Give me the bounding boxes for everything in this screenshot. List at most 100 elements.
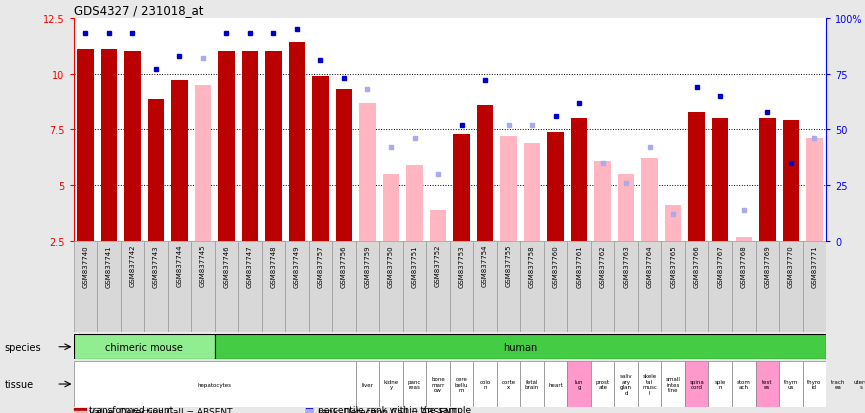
Text: GSM837771: GSM837771	[811, 244, 817, 287]
Text: thym
us: thym us	[784, 379, 798, 389]
Bar	[521, 242, 544, 332]
Text: GSM837767: GSM837767	[717, 244, 723, 287]
Bar	[548, 132, 564, 242]
Bar	[849, 361, 865, 407]
Text: GSM837769: GSM837769	[765, 244, 770, 287]
Text: transformed count: transformed count	[89, 405, 173, 413]
Bar	[379, 242, 403, 332]
Bar	[356, 242, 379, 332]
Bar	[289, 43, 305, 242]
Bar	[241, 52, 258, 242]
Bar	[168, 242, 191, 332]
Text: panc
reas: panc reas	[407, 379, 421, 389]
Bar	[685, 361, 708, 407]
Text: sple
n: sple n	[714, 379, 726, 389]
Bar	[477, 106, 493, 242]
Bar	[148, 100, 164, 242]
Bar	[571, 119, 587, 242]
Text: value, Detection Call = ABSENT: value, Detection Call = ABSENT	[89, 407, 233, 413]
Text: GSM837754: GSM837754	[482, 244, 488, 287]
Text: stom
ach: stom ach	[737, 379, 751, 389]
Bar	[618, 175, 634, 242]
Text: GSM837756: GSM837756	[341, 244, 347, 287]
Text: kidne
y: kidne y	[383, 379, 399, 389]
Bar	[473, 242, 497, 332]
Bar	[426, 242, 450, 332]
Text: GSM837762: GSM837762	[599, 244, 605, 287]
Text: GSM837744: GSM837744	[176, 244, 183, 287]
Bar	[262, 242, 285, 332]
Text: hepatocytes: hepatocytes	[197, 382, 232, 387]
Bar	[500, 137, 516, 242]
Bar	[100, 50, 117, 242]
Text: GSM837758: GSM837758	[529, 244, 535, 287]
Text: trach
ea: trach ea	[830, 379, 845, 389]
Text: fetal
brain: fetal brain	[525, 379, 539, 389]
Bar	[97, 242, 120, 332]
Bar	[359, 103, 375, 242]
Text: GSM837747: GSM837747	[247, 244, 253, 287]
Bar	[215, 242, 238, 332]
Bar	[591, 242, 614, 332]
Bar	[309, 242, 332, 332]
Text: uteru
s: uteru s	[854, 379, 865, 389]
Bar	[521, 361, 544, 407]
Bar	[689, 112, 705, 242]
Bar	[614, 361, 638, 407]
Bar	[614, 242, 638, 332]
Text: spina
cord: spina cord	[689, 379, 704, 389]
Bar	[594, 161, 611, 242]
Text: species: species	[4, 342, 41, 352]
Text: bone
marr
ow: bone marr ow	[431, 376, 445, 392]
Bar	[662, 361, 685, 407]
Text: rank, Detection Call = ABSENT: rank, Detection Call = ABSENT	[318, 407, 458, 413]
Text: small
intes
tine: small intes tine	[666, 376, 681, 392]
Bar	[473, 361, 497, 407]
Bar	[312, 76, 329, 242]
Bar	[806, 139, 823, 242]
Bar	[218, 52, 234, 242]
Text: colo
n: colo n	[479, 379, 490, 389]
Bar	[238, 242, 261, 332]
Bar	[426, 361, 450, 407]
Text: GSM837770: GSM837770	[788, 244, 794, 287]
Text: human: human	[503, 342, 537, 352]
Text: lun
g: lun g	[575, 379, 583, 389]
Text: corte
x: corte x	[502, 379, 516, 389]
Text: liver: liver	[362, 382, 374, 387]
Bar	[285, 242, 309, 332]
Bar	[755, 361, 779, 407]
Text: prost
ate: prost ate	[596, 379, 610, 389]
Bar	[356, 361, 379, 407]
Bar	[74, 408, 86, 410]
Text: GSM837746: GSM837746	[223, 244, 229, 287]
Text: GSM837752: GSM837752	[435, 244, 441, 287]
Bar	[735, 237, 752, 242]
Bar	[567, 242, 591, 332]
Bar	[708, 242, 732, 332]
Bar	[379, 361, 403, 407]
Bar	[497, 361, 521, 407]
Bar	[783, 121, 799, 242]
Bar	[591, 361, 614, 407]
Bar	[74, 242, 97, 332]
Bar	[332, 242, 356, 332]
Text: GSM837753: GSM837753	[458, 244, 465, 287]
Text: GSM837764: GSM837764	[647, 244, 653, 287]
Text: GSM837745: GSM837745	[200, 244, 206, 287]
Bar	[74, 335, 215, 359]
Bar	[638, 242, 662, 332]
Bar	[124, 52, 140, 242]
Bar	[407, 166, 423, 242]
Bar	[803, 361, 826, 407]
Bar	[171, 81, 188, 242]
Bar	[191, 242, 215, 332]
Text: GSM837765: GSM837765	[670, 244, 676, 287]
Text: GSM837748: GSM837748	[271, 244, 277, 287]
Bar	[779, 361, 803, 407]
Bar	[732, 361, 755, 407]
Bar	[450, 361, 473, 407]
Bar	[567, 361, 591, 407]
Bar	[759, 119, 776, 242]
Text: GSM837766: GSM837766	[694, 244, 700, 287]
